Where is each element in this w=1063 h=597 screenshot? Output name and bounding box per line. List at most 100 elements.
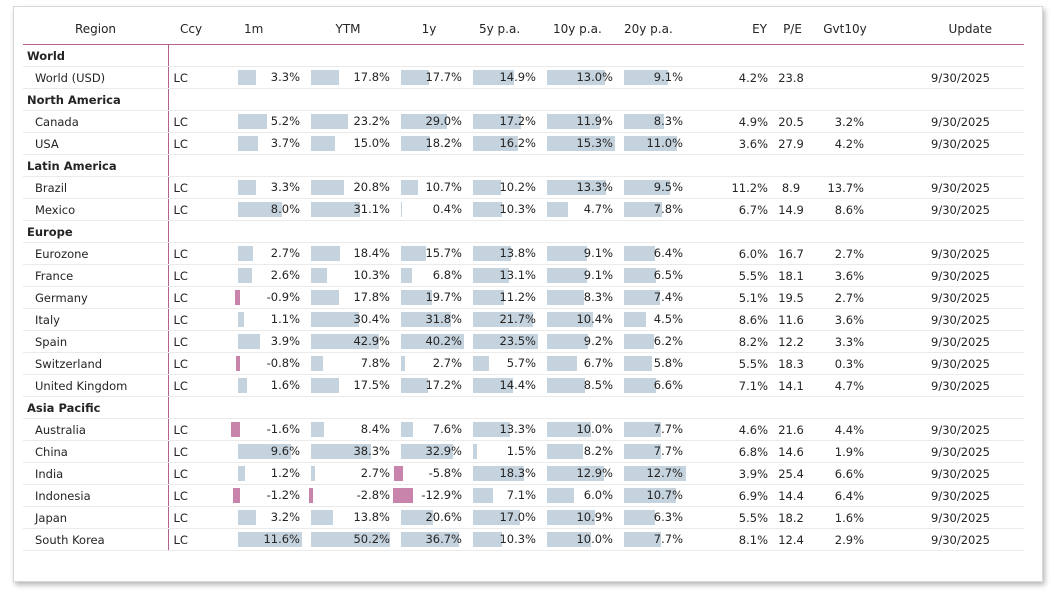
bar-cell-ytm: 20.8% xyxy=(303,176,393,199)
positive-databar xyxy=(624,290,660,305)
positive-databar xyxy=(311,444,371,459)
positive-databar xyxy=(473,532,502,547)
bar-cell-y1: -5.8% xyxy=(393,462,465,485)
value-text: 9.1% xyxy=(653,70,683,84)
positive-databar xyxy=(624,488,676,503)
bar-cell-ytm: 8.4% xyxy=(303,418,393,441)
col-header-update[interactable]: Update xyxy=(876,13,1024,45)
table-row[interactable]: China LC 9.6% 38.3% 32.9% 1.5% 8.2% 7.7% 6.8% 14.… xyxy=(23,440,1024,463)
value-text: 10.0% xyxy=(576,422,613,436)
table-row[interactable]: Spain LC 3.9% 42.9% 40.2% 23.5% 9.2% 6.2% 8.2% 12… xyxy=(23,330,1024,353)
returns-table: Region Ccy 1m YTM 1y 5y p.a. 10y p.a. 20… xyxy=(23,13,1024,551)
ey-cell: 6.8% xyxy=(686,440,771,463)
positive-databar xyxy=(311,510,333,525)
positive-databar xyxy=(473,378,513,393)
positive-databar xyxy=(311,70,339,85)
update-cell: 9/30/2025 xyxy=(876,66,1024,89)
value-text: 17.2% xyxy=(425,378,462,392)
value-text: 7.8% xyxy=(360,356,390,370)
value-text: 1.5% xyxy=(506,444,536,458)
value-text: 18.3% xyxy=(499,466,536,480)
col-header-20y[interactable]: 20y p.a. xyxy=(616,13,686,45)
bar-cell-y5: 17.2% xyxy=(465,110,539,133)
value-text: 10.7% xyxy=(646,488,683,502)
value-text: 5.7% xyxy=(506,356,536,370)
col-header-gvt10y[interactable]: Gvt10y xyxy=(814,13,876,45)
bar-cell-y1: 10.7% xyxy=(393,176,465,199)
col-header-1m[interactable]: 1m xyxy=(230,13,303,45)
bar-cell-m1: 2.6% xyxy=(230,264,303,287)
update-cell: 9/30/2025 xyxy=(876,264,1024,287)
table-row[interactable]: Eurozone LC 2.7% 18.4% 15.7% 13.8% 9.1% 6.4% 6.0… xyxy=(23,242,1024,265)
table-row[interactable]: Brazil LC 3.3% 20.8% 10.7% 10.2% 13.3% 9.5% 11.2… xyxy=(23,176,1024,199)
bar-cell-y5: 21.7% xyxy=(465,308,539,331)
value-text: 17.5% xyxy=(353,378,390,392)
value-text: 8.3% xyxy=(653,114,683,128)
value-text: 42.9% xyxy=(353,334,390,348)
table-row[interactable]: USA LC 3.7% 15.0% 18.2% 16.2% 15.3% 11.0% 3.6% 27… xyxy=(23,132,1024,155)
col-header-5y[interactable]: 5y p.a. xyxy=(465,13,539,45)
col-header-10y[interactable]: 10y p.a. xyxy=(539,13,616,45)
table-row[interactable]: Italy LC 1.1% 30.4% 31.8% 21.7% 10.4% 4.5% 8.6% 1… xyxy=(23,308,1024,331)
region-cell: Mexico xyxy=(23,198,168,221)
positive-databar xyxy=(473,510,520,525)
negative-databar xyxy=(309,488,313,503)
positive-databar xyxy=(624,510,655,525)
table-row[interactable]: Switzerland LC -0.8% 7.8% 2.7% 5.7% 6.7% 5.8% 5.… xyxy=(23,352,1024,375)
pe-cell: 23.8 xyxy=(771,66,814,89)
ey-cell: 8.1% xyxy=(686,528,771,551)
positive-databar xyxy=(401,114,447,129)
bar-cell-y10: 9.1% xyxy=(539,264,616,287)
col-header-region[interactable]: Region xyxy=(23,13,168,45)
ey-cell: 5.1% xyxy=(686,286,771,309)
positive-databar xyxy=(547,334,588,349)
bar-cell-y1: 31.8% xyxy=(393,308,465,331)
ccy-cell: LC xyxy=(167,352,230,375)
col-header-ey[interactable]: EY xyxy=(686,13,771,45)
positive-databar xyxy=(311,114,348,129)
table-row[interactable]: United Kingdom LC 1.6% 17.5% 17.2% 14.4% 8.5% 6… xyxy=(23,374,1024,397)
col-header-ytm[interactable]: YTM xyxy=(303,13,393,45)
table-row[interactable]: Australia LC -1.6% 8.4% 7.6% 13.3% 10.0% 7.7% 4.… xyxy=(23,418,1024,441)
positive-databar xyxy=(547,356,577,371)
table-row[interactable]: Mexico LC 8.0% 31.1% 0.4% 10.3% 4.7% 7.8% 6.7% 14… xyxy=(23,198,1024,221)
positive-databar xyxy=(401,246,426,261)
update-cell: 9/30/2025 xyxy=(876,352,1024,375)
table-row[interactable]: India LC 1.2% 2.7% -5.8% 18.3% 12.9% 12.7% 3.9% 2… xyxy=(23,462,1024,485)
col-header-pe[interactable]: P/E xyxy=(771,13,814,45)
bar-cell-y1: 0.4% xyxy=(393,198,465,221)
ey-cell: 6.9% xyxy=(686,484,771,507)
bar-cell-y5: 16.2% xyxy=(465,132,539,155)
positive-databar xyxy=(473,202,502,217)
table-row[interactable]: World (USD) LC 3.3% 17.8% 17.7% 14.9% 13.0% 9.1… xyxy=(23,66,1024,89)
bar-cell-y5: 11.2% xyxy=(465,286,539,309)
pe-cell: 11.6 xyxy=(771,308,814,331)
bar-cell-y1: 17.7% xyxy=(393,66,465,89)
table-row[interactable]: Indonesia LC -1.2% -2.8% -12.9% 7.1% 6.0% 10.7%… xyxy=(23,484,1024,507)
ccy-cell: LC xyxy=(167,66,230,89)
table-row[interactable]: South Korea LC 11.6% 50.2% 36.7% 10.3% 10.0% 7.… xyxy=(23,528,1024,551)
bar-cell-y10: 9.1% xyxy=(539,242,616,265)
bar-cell-y1: 7.6% xyxy=(393,418,465,441)
ccy-cell: LC xyxy=(167,286,230,309)
positive-databar xyxy=(311,246,340,261)
update-cell: 9/30/2025 xyxy=(876,440,1024,463)
table-row[interactable]: Germany LC -0.9% 17.8% 19.7% 11.2% 8.3% 7.4% 5.1… xyxy=(23,286,1024,309)
positive-databar xyxy=(311,202,360,217)
gvt10y-cell: 4.2% xyxy=(814,132,876,155)
ey-cell: 4.6% xyxy=(686,418,771,441)
col-header-1y[interactable]: 1y xyxy=(393,13,465,45)
region-cell: Canada xyxy=(23,110,168,133)
value-text: 7.7% xyxy=(653,422,683,436)
table-row[interactable]: Japan LC 3.2% 13.8% 20.6% 17.0% 10.9% 6.3% 5.5% 1… xyxy=(23,506,1024,529)
value-text: 19.7% xyxy=(425,290,462,304)
col-header-ccy[interactable]: Ccy xyxy=(168,13,230,45)
region-cell: Indonesia xyxy=(23,484,168,507)
ey-cell: 5.5% xyxy=(686,352,771,375)
update-cell: 9/30/2025 xyxy=(876,110,1024,133)
value-text: 6.7% xyxy=(583,356,613,370)
table-row[interactable]: France LC 2.6% 10.3% 6.8% 13.1% 9.1% 6.5% 5.5% 18… xyxy=(23,264,1024,287)
table-row[interactable]: Canada LC 5.2% 23.2% 29.0% 17.2% 11.9% 8.3% 4.9%… xyxy=(23,110,1024,133)
value-text: 1.6% xyxy=(270,378,300,392)
value-text: 3.2% xyxy=(270,510,300,524)
